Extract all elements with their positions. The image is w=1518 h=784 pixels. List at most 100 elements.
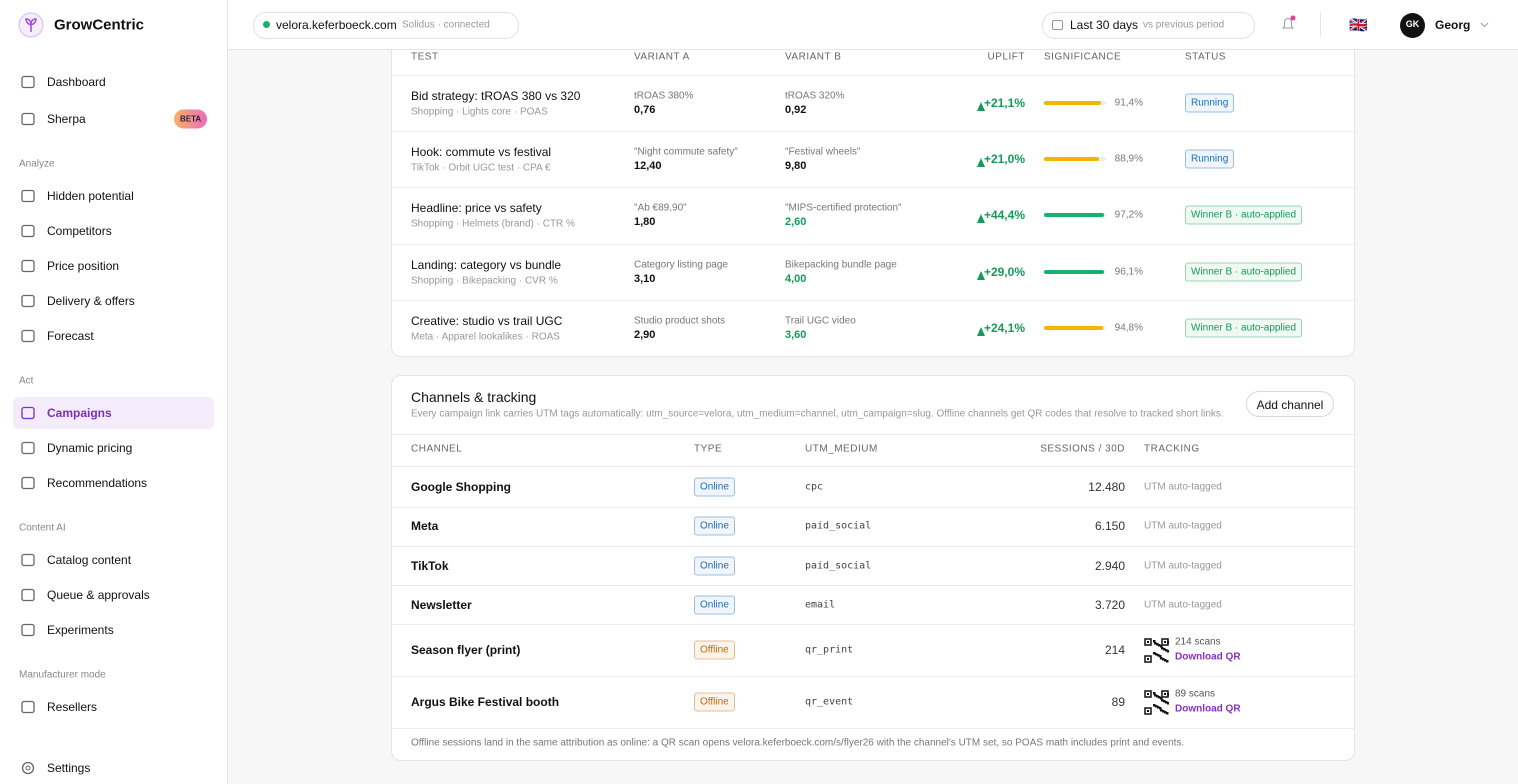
nav-icon — [21, 441, 35, 455]
variant-a-label: Studio product shots — [634, 315, 726, 327]
divider — [392, 585, 1354, 586]
nav-icon — [20, 552, 36, 573]
brand: GrowCentric — [54, 16, 145, 34]
column-header: TYPE — [694, 443, 723, 455]
uplift: +21,1% — [983, 96, 1025, 110]
bell[interactable] — [1279, 15, 1297, 33]
sessions: 12.480 — [1088, 480, 1125, 494]
nav-icon — [21, 406, 35, 420]
active-bg — [13, 397, 214, 429]
divider — [392, 507, 1354, 508]
column-header: SIGNIFICANCE — [1044, 51, 1122, 63]
divider — [392, 676, 1354, 677]
user[interactable]: Georg — [1435, 18, 1471, 32]
nav-icon — [21, 623, 35, 637]
column-header: TRACKING — [1144, 443, 1200, 455]
variant-a-label: Category listing page — [634, 259, 728, 271]
variant-b-value: 2,60 — [785, 216, 807, 229]
status-dot — [263, 21, 270, 28]
variant-b-label: "Festival wheels" — [785, 146, 861, 158]
nav-item[interactable]: Hidden potential — [47, 189, 134, 203]
divider — [392, 466, 1354, 467]
initials: GK — [1405, 19, 1420, 29]
sessions: 6.150 — [1094, 519, 1125, 533]
column-header: VARIANT B — [785, 51, 842, 63]
topbar: velora.keferboeck.com Solidus · connecte… — [228, 0, 1518, 50]
download-qr[interactable]: Download QR — [1175, 703, 1241, 715]
nav-item[interactable]: Price position — [47, 259, 120, 273]
nav-item[interactable]: Settings — [47, 761, 91, 775]
divider — [1320, 12, 1321, 37]
channel-type: Offline — [694, 640, 735, 660]
significance-bar — [1044, 269, 1104, 274]
status: Winner B · auto-applied — [1185, 205, 1303, 225]
variant-a-value: 1,80 — [634, 216, 656, 229]
nav-icon — [21, 224, 35, 238]
column-header: CHANNEL — [411, 443, 463, 455]
utm-medium: qr_event — [805, 696, 854, 708]
column-header: TEST — [411, 51, 439, 63]
compare: vs previous period — [1143, 19, 1225, 31]
settings-icon — [20, 760, 36, 781]
sessions: 2.940 — [1094, 559, 1125, 573]
significance: 91,4% — [1114, 97, 1143, 109]
channel-type: Offline — [694, 692, 735, 712]
nav-icon — [21, 259, 35, 273]
nav-item[interactable]: Sherpa — [47, 112, 86, 126]
channel-name: Google Shopping — [411, 480, 511, 494]
channel-type: Online — [694, 477, 735, 497]
variant-b-label: tROAS 320% — [785, 90, 845, 102]
section-title: Content AI — [19, 522, 66, 534]
nav-item[interactable]: Campaigns — [47, 406, 112, 420]
nav-item[interactable]: Forecast — [47, 329, 94, 343]
utm-medium: qr_print — [805, 644, 854, 656]
divider — [392, 243, 1354, 245]
nav-icon — [20, 223, 36, 244]
site: velora.keferboeck.com — [276, 18, 397, 32]
test-meta: Shopping · Lights core · POAS — [411, 106, 548, 118]
qr-code — [1144, 690, 1170, 720]
site-selector[interactable] — [253, 12, 519, 39]
date-selector[interactable] — [1042, 12, 1255, 39]
channel-name: TikTok — [411, 559, 449, 573]
utm-medium: email — [805, 599, 836, 611]
nav-item[interactable]: Catalog content — [47, 553, 132, 567]
avatar[interactable] — [1400, 13, 1425, 38]
section-title: Act — [19, 375, 34, 387]
nav-item[interactable]: Resellers — [47, 700, 98, 714]
uplift-arrow — [977, 267, 985, 285]
test-name: Creative: studio vs trail UGC — [411, 313, 563, 328]
nav-icon — [21, 700, 35, 714]
nav-item[interactable]: Competitors — [47, 224, 112, 238]
channel-type: Online — [694, 595, 735, 615]
nav-icon — [20, 188, 36, 209]
download-qr[interactable]: Download QR — [1175, 651, 1241, 663]
nav-icon — [20, 328, 36, 349]
nav-item[interactable]: Recommendations — [47, 476, 148, 490]
significance-bar — [1044, 325, 1103, 330]
divider — [392, 75, 1354, 76]
nav-icon — [21, 294, 35, 308]
significance: 96,1% — [1114, 266, 1143, 278]
divider — [392, 187, 1354, 189]
nav-item[interactable]: Dynamic pricing — [47, 441, 133, 455]
nav-item[interactable]: Experiments — [47, 623, 114, 637]
test-meta: Shopping · Bikepacking · CVR % — [411, 275, 558, 287]
test-name: Bid strategy: tROAS 380 vs 320 — [411, 89, 581, 103]
channel-name: Meta — [411, 519, 439, 533]
significance: 97,2% — [1114, 209, 1143, 221]
utm-medium: paid_social — [805, 520, 872, 532]
nav-item[interactable]: Dashboard — [47, 75, 106, 89]
significance: 88,9% — [1114, 153, 1143, 165]
nav-item[interactable]: Delivery & offers — [47, 294, 135, 308]
variant-a-label: "Night commute safety" — [634, 146, 738, 158]
tracking: UTM auto-tagged — [1144, 481, 1222, 493]
nav-icon — [20, 293, 36, 314]
add-channel-button[interactable]: Add channel — [1246, 391, 1334, 417]
variant-b-value: 0,92 — [785, 104, 807, 116]
test-name: Headline: price vs safety — [411, 201, 542, 216]
uplift: +29,0% — [983, 264, 1025, 279]
nav-item[interactable]: Queue & approvals — [47, 588, 150, 602]
flag[interactable]: 🇬🇧 — [1349, 17, 1368, 34]
variant-a-value: 2,90 — [634, 328, 656, 341]
